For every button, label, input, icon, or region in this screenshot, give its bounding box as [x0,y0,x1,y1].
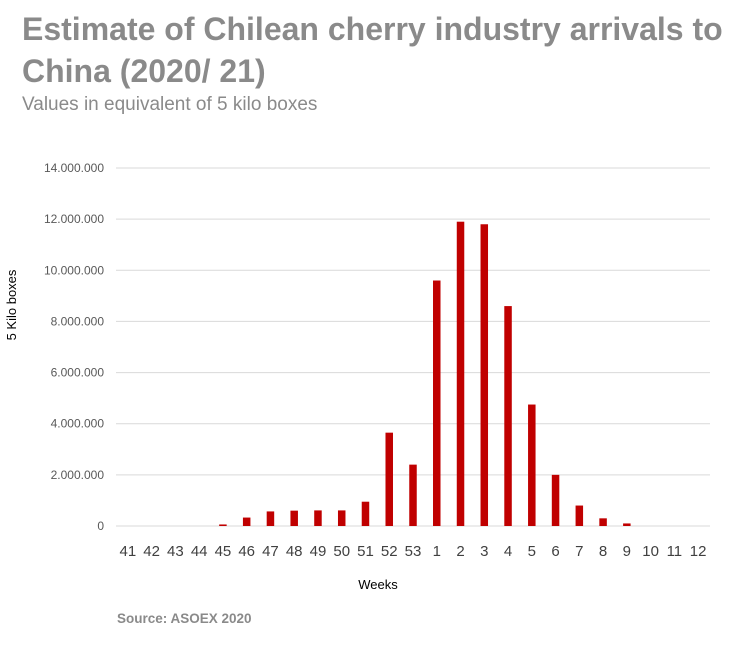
y-tick-label: 6.000.000 [51,366,105,380]
y-tick-label: 12.000.000 [44,212,104,226]
bar-week-46 [242,517,251,526]
x-tick-label: 53 [405,543,422,560]
y-tick-labels: 0 2.000.000 4.000.000 6.000.000 8.000.000 10.… [44,161,104,533]
source-note: Source: ASOEX 2020 [117,611,252,626]
x-tick-label: 12 [690,543,707,560]
bar-week-45 [219,524,227,526]
x-tick-label: 6 [551,543,559,560]
bar-week-51 [361,501,370,526]
x-tick-label: 46 [238,543,255,560]
x-tick-label: 47 [262,543,279,560]
x-tick-label: 48 [286,543,303,560]
y-axis-label: 5 Kilo boxes [4,269,19,340]
x-tick-labels: 41 42 43 44 45 46 47 48 49 50 51 52 53 1 2 3 4 5 6 7 8 9 10 11 1… [120,543,707,560]
y-tick-label: 4.000.000 [51,417,105,431]
bar-week-52 [385,432,393,526]
x-tick-label: 41 [120,543,137,560]
y-tick-label: 14.000.000 [44,161,104,175]
x-tick-label: 50 [333,543,350,560]
bar-week-5 [528,404,536,526]
x-tick-label: 52 [381,543,398,560]
x-tick-label: 45 [215,543,232,560]
chart-title: Estimate of Chilean cherry industry arri… [22,11,723,89]
bars [219,221,631,526]
y-tick-label: 2.000.000 [51,468,105,482]
x-tick-label: 3 [480,543,488,560]
bar-week-2 [456,221,465,526]
x-tick-label: 43 [167,543,184,560]
bar-week-7 [575,505,584,526]
x-tick-label: 44 [191,543,208,560]
x-tick-label: 8 [599,543,607,560]
x-tick-label: 10 [642,543,659,560]
bar-week-1 [433,280,441,526]
x-tick-label: 42 [143,543,160,560]
bar-week-3 [480,224,489,526]
bar-week-48 [290,510,298,526]
gridlines [116,167,710,527]
x-tick-label: 4 [504,543,512,560]
x-tick-label: 5 [528,543,536,560]
bar-week-9 [623,523,631,526]
bar-week-4 [504,306,512,526]
bar-week-49 [314,510,322,526]
x-tick-label: 11 [667,543,683,560]
bar-week-50 [337,510,346,526]
y-tick-label: 0 [97,519,104,533]
x-tick-label: 1 [433,543,441,560]
chart-subtitle: Values in equivalent of 5 kilo boxes [22,94,318,115]
bar-week-47 [266,511,275,526]
y-tick-label: 10.000.000 [44,263,104,277]
x-tick-label: 9 [623,543,631,560]
bar-week-6 [551,474,560,526]
x-tick-label: 7 [575,543,583,560]
y-tick-label: 8.000.000 [51,314,105,328]
x-tick-label: 49 [310,543,327,560]
bar-week-8 [599,518,607,526]
bar-week-53 [409,464,417,526]
x-tick-label: 2 [456,543,464,560]
x-axis-label: Weeks [358,577,398,592]
x-tick-label: 51 [357,543,374,560]
